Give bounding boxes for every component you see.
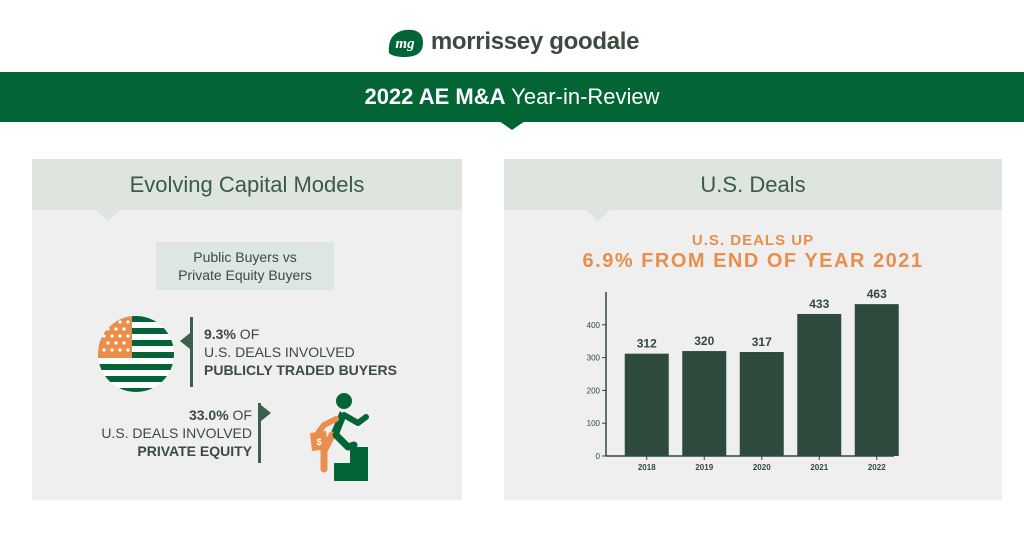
svg-text:$: $: [316, 437, 321, 447]
private-of: OF: [228, 407, 252, 423]
capital-models-heading: Evolving Capital Models: [129, 171, 365, 197]
data-label-2021: 433: [809, 297, 829, 311]
public-of: OF: [235, 326, 260, 342]
bar-2021: [797, 313, 842, 456]
data-label-2019: 320: [694, 334, 714, 348]
header-pointer: [96, 210, 120, 221]
banner-pointer: [499, 121, 525, 130]
private-stat-divider: [258, 403, 261, 463]
us-deals-heading: U.S. Deals: [700, 171, 806, 197]
page-title: 2022 AE M&A Year-in-Review: [364, 84, 659, 110]
data-label-2022: 463: [867, 287, 887, 301]
capital-models-panel: Evolving Capital Models Public Buyers vs…: [32, 159, 462, 500]
capital-models-header: Evolving Capital Models: [32, 159, 462, 221]
x-tick-label: 2020: [753, 463, 771, 472]
y-tick-label: 400: [587, 321, 601, 330]
logo-wordmark: morrissey goodale: [430, 28, 640, 55]
deals-headline: U.S. DEALS UP 6.9% FROM END OF YEAR 2021: [504, 232, 1002, 273]
us-deals-bar-chart: 0 100 200 300 400 312 2018 320 2019 317 2020 433 202…: [587, 287, 899, 472]
private-pct: 33.0%: [188, 407, 229, 423]
us-deals-panel: U.S. Deals U.S. DEALS UP 6.9% FROM END O…: [504, 159, 1002, 500]
logo-mark-icon: mg: [388, 29, 423, 57]
label-line-1: Public Buyers vs: [193, 249, 297, 265]
public-stat-divider: [190, 317, 193, 387]
y-tick-label: 300: [587, 354, 601, 363]
public-pct: 9.3%: [204, 326, 236, 342]
x-tick-label: 2022: [868, 463, 886, 472]
stair-climber-icon: $: [310, 393, 369, 481]
public-line-2: U.S. DEALS INVOLVED: [204, 344, 355, 360]
private-equity-stat: 33.0% OF U.S. DEALS INVOLVED PRIVATE EQU…: [72, 406, 252, 460]
bar-2019: [682, 351, 727, 456]
money-bag-icon: $: [310, 431, 328, 451]
y-tick-label: 100: [587, 419, 601, 428]
private-line-2: U.S. DEALS INVOLVED: [101, 425, 252, 441]
private-stat-flag-marker: [261, 405, 271, 421]
page-title-rest: Year-in-Review: [505, 84, 660, 109]
public-stat-flag-marker: [180, 333, 190, 349]
headline-line-2: 6.9% FROM END OF YEAR 2021: [582, 250, 924, 272]
us-flag-icon: [98, 316, 174, 392]
public-line-3: PUBLICLY TRADED BUYERS: [204, 362, 397, 378]
brand-logo: mg morrissey goodale: [0, 25, 1024, 59]
x-tick-label: 2019: [695, 463, 713, 472]
private-line-3: PRIVATE EQUITY: [137, 443, 252, 459]
bar-2018: [624, 353, 669, 456]
public-buyers-stat: 9.3% OF U.S. DEALS INVOLVED PUBLICLY TRA…: [204, 325, 434, 379]
page-title-bold: 2022 AE M&A: [364, 84, 506, 109]
x-tick-label: 2018: [638, 463, 656, 472]
y-tick-label: 200: [587, 386, 601, 395]
headline-line-1: U.S. DEALS UP: [691, 232, 815, 249]
bar-2022: [854, 304, 899, 456]
logo-mark-text: mg: [395, 36, 415, 52]
header-pointer: [586, 210, 610, 221]
title-banner: 2022 AE M&A Year-in-Review: [0, 72, 1024, 122]
data-label-2020: 317: [752, 335, 772, 349]
us-deals-header: U.S. Deals: [504, 159, 1002, 221]
x-tick-label: 2021: [810, 463, 828, 472]
data-label-2018: 312: [637, 337, 657, 351]
label-line-2: Private Equity Buyers: [178, 267, 312, 283]
bar-2020: [739, 352, 784, 456]
buyers-comparison-label: Public Buyers vs Private Equity Buyers: [156, 242, 334, 290]
y-tick-label: 0: [596, 452, 601, 461]
